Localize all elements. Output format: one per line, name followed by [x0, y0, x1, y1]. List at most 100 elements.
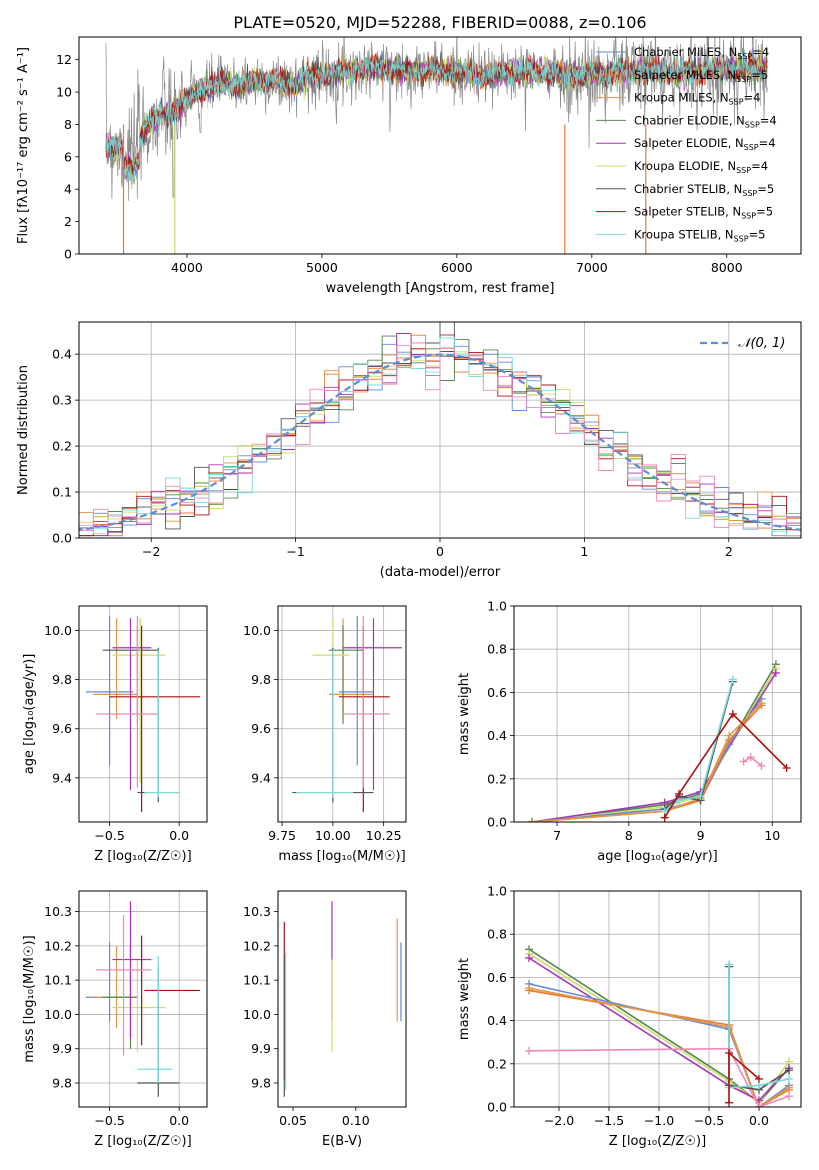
- legend-entry: Kroupa STELIB, NSSP=5: [634, 227, 765, 243]
- errorbar-point: [144, 650, 180, 798]
- chart-residuals: −2 −1 0 1 2 0.0 0.1 0.2 0.3 0.4 (data-model)/error…: [16, 321, 802, 580]
- weight-line: [528, 957, 790, 1102]
- y-axis-label: Flux [fλ10⁻¹⁷ erg cm⁻² s⁻¹ A⁻¹]: [16, 47, 31, 244]
- y-axis-label: mass [log₁₀(M/M☉)]: [22, 935, 37, 1062]
- errorbar-point: [112, 618, 152, 791]
- errorbar-point: [328, 625, 364, 724]
- errorbar-point: [338, 615, 374, 766]
- y-tick-label: 0.1: [52, 485, 72, 500]
- y-tick-label: 9.6: [251, 721, 271, 736]
- errorbar-point: [338, 625, 390, 813]
- weight-line: [664, 681, 734, 810]
- x-axis-label: age [log₁₀(age/yr)]: [597, 849, 718, 864]
- weight-marker: [755, 1074, 763, 1083]
- y-tick-label: 0.4: [52, 347, 72, 362]
- x-tick-label: 0.0: [169, 1113, 189, 1128]
- y-tick-label: 10.0: [44, 1007, 72, 1022]
- weight-line: [728, 964, 790, 1089]
- x-tick-label: 9: [697, 828, 705, 843]
- plot-area-mass_vs_z: [85, 901, 201, 1097]
- y-tick-label: 0.8: [487, 927, 507, 942]
- legend-tail: =5: [757, 182, 774, 196]
- chart-mass_vs_ebv: 0.05 0.10 9.8 9.9 10.0 10.1 10.2 10.3 E(B-V): [243, 890, 407, 1149]
- residual-histogram: [79, 342, 801, 533]
- legend-subscript: SSP: [737, 52, 752, 61]
- weight-marker: [527, 818, 536, 822]
- legend-subscript: SSP: [742, 189, 757, 198]
- chart-spectrum: 4000 5000 6000 7000 8000 0 2 4 6 8 10 12 wavelength …: [16, 36, 802, 296]
- chart-weight_vs_age: 7 8 9 10 0.0 0.2 0.4 0.6 0.8 1.0 age [log₁₀(age/yr…: [457, 599, 802, 864]
- y-tick-label: 10.3: [44, 904, 72, 919]
- weight-marker: [757, 761, 766, 770]
- x-tick-label: −1: [286, 544, 304, 559]
- y-tick-label: 9.8: [251, 1076, 271, 1091]
- axes-frame: [277, 605, 407, 823]
- errorbar-point: [343, 618, 402, 791]
- y-tick-label: 10.1: [243, 973, 271, 988]
- legend-label: Salpeter STELIB, N: [634, 205, 741, 219]
- legend-label: Salpeter MILES, N: [634, 68, 736, 82]
- x-tick-label: −2: [142, 544, 160, 559]
- y-tick-label: 10.0: [44, 623, 72, 638]
- y-tick-label: 10.2: [44, 938, 72, 953]
- chart-weight_vs_z: −2.0 −1.5 −1.0 −0.5 0.0 0.0 0.2 0.4 0.6 0.8 1.0 Z […: [457, 884, 802, 1149]
- weight-marker: [725, 1098, 733, 1107]
- weight-marker: [675, 789, 684, 798]
- chart-age_vs_mass: 9.75 10.00 10.25 9.4 9.6 9.8 10.0 mass [log₁₀(M…: [243, 605, 407, 864]
- x-tick-label: 10: [764, 828, 780, 843]
- x-tick-label: 0: [436, 544, 444, 559]
- weight-series: [725, 1049, 763, 1107]
- axes-frame: [78, 321, 802, 539]
- weight-series: [527, 660, 780, 822]
- y-axis-label: age [log₁₀(age/yr)]: [22, 654, 37, 775]
- errorbar-point: [112, 618, 166, 783]
- errorbar-point: [328, 618, 374, 719]
- y-tick-label: 0.2: [52, 439, 72, 454]
- x-tick-label: 10.25: [366, 828, 402, 843]
- x-tick-label: 0.10: [342, 1113, 370, 1128]
- x-tick-label: 5000: [306, 260, 338, 275]
- x-tick-label: 1: [580, 544, 588, 559]
- y-tick-label: 1.0: [487, 884, 507, 899]
- weight-marker: [757, 699, 766, 708]
- plot-area-age_vs_mass: [292, 615, 402, 813]
- x-tick-label: −2.0: [544, 1113, 574, 1128]
- legend-subscript: SSP: [741, 212, 756, 221]
- plot-area-residuals: [79, 322, 801, 537]
- y-tick-label: 0.6: [487, 970, 507, 985]
- residual-histogram: [79, 348, 801, 537]
- plot-area-weight_vs_age: [527, 660, 791, 822]
- axes-frame: [78, 890, 208, 1108]
- weight-line: [528, 987, 790, 1107]
- y-axis-label: mass weight: [457, 958, 472, 1040]
- y-tick-label: 2: [64, 214, 72, 229]
- legend-entry: Chabrier ELODIE, NSSP=4: [634, 113, 777, 129]
- weight-marker: [739, 757, 748, 766]
- x-axis-label: Z [log₁₀(Z/Z☉)]: [94, 849, 191, 864]
- normal-curve: [79, 353, 801, 532]
- legend-tail: =5: [749, 227, 766, 241]
- legend-tail: =5: [751, 68, 768, 82]
- weight-marker: [782, 764, 791, 772]
- weight-marker: [785, 1083, 793, 1092]
- legend-tail: =4: [751, 159, 768, 173]
- errorbar-point: [137, 956, 173, 1083]
- errorbar-point: [312, 618, 350, 783]
- x-tick-label: −0.5: [94, 1113, 124, 1128]
- legend-tail: =4: [760, 113, 777, 127]
- legend-entry: Salpeter STELIB, NSSP=5: [634, 205, 773, 221]
- x-tick-label: 2: [725, 544, 733, 559]
- x-tick-label: 4000: [171, 260, 203, 275]
- weight-marker: [696, 792, 705, 801]
- y-tick-label: 8: [64, 117, 72, 132]
- legend-subscript: SSP: [745, 120, 760, 129]
- x-tick-label: 0.05: [279, 1113, 307, 1128]
- weight-line: [531, 698, 763, 822]
- errorbar-point: [95, 615, 159, 788]
- legend-entry: Chabrier MILES, NSSP=4: [634, 45, 769, 61]
- weight-line: [531, 672, 777, 822]
- weight-marker: [725, 960, 733, 969]
- panels: 4000 5000 6000 7000 8000024681012wavelength …: [16, 36, 802, 1149]
- axes-frame: [78, 36, 802, 255]
- x-axis-label: (data-model)/error: [380, 565, 501, 580]
